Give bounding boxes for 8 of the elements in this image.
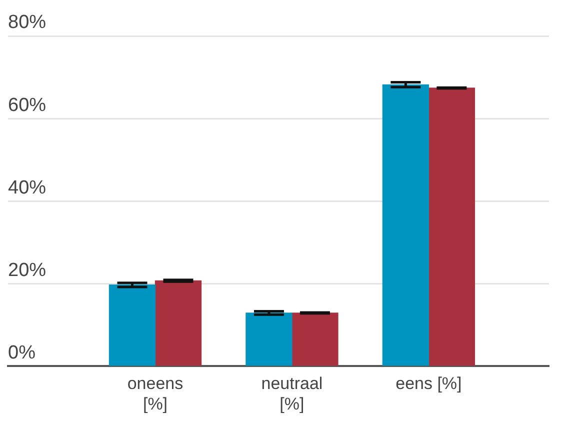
y-tick-label: 60% <box>8 94 46 116</box>
x-tick-label: eens [%] <box>396 374 462 394</box>
y-tick-label: 40% <box>8 177 46 198</box>
y-tick-label: 80% <box>8 12 46 34</box>
x-tick-label: neutraal [%] <box>261 374 323 414</box>
y-tick-label: 20% <box>8 260 46 281</box>
y-tick-label: 0% <box>8 342 36 364</box>
x-tick-label: oneens [%] <box>127 374 184 414</box>
